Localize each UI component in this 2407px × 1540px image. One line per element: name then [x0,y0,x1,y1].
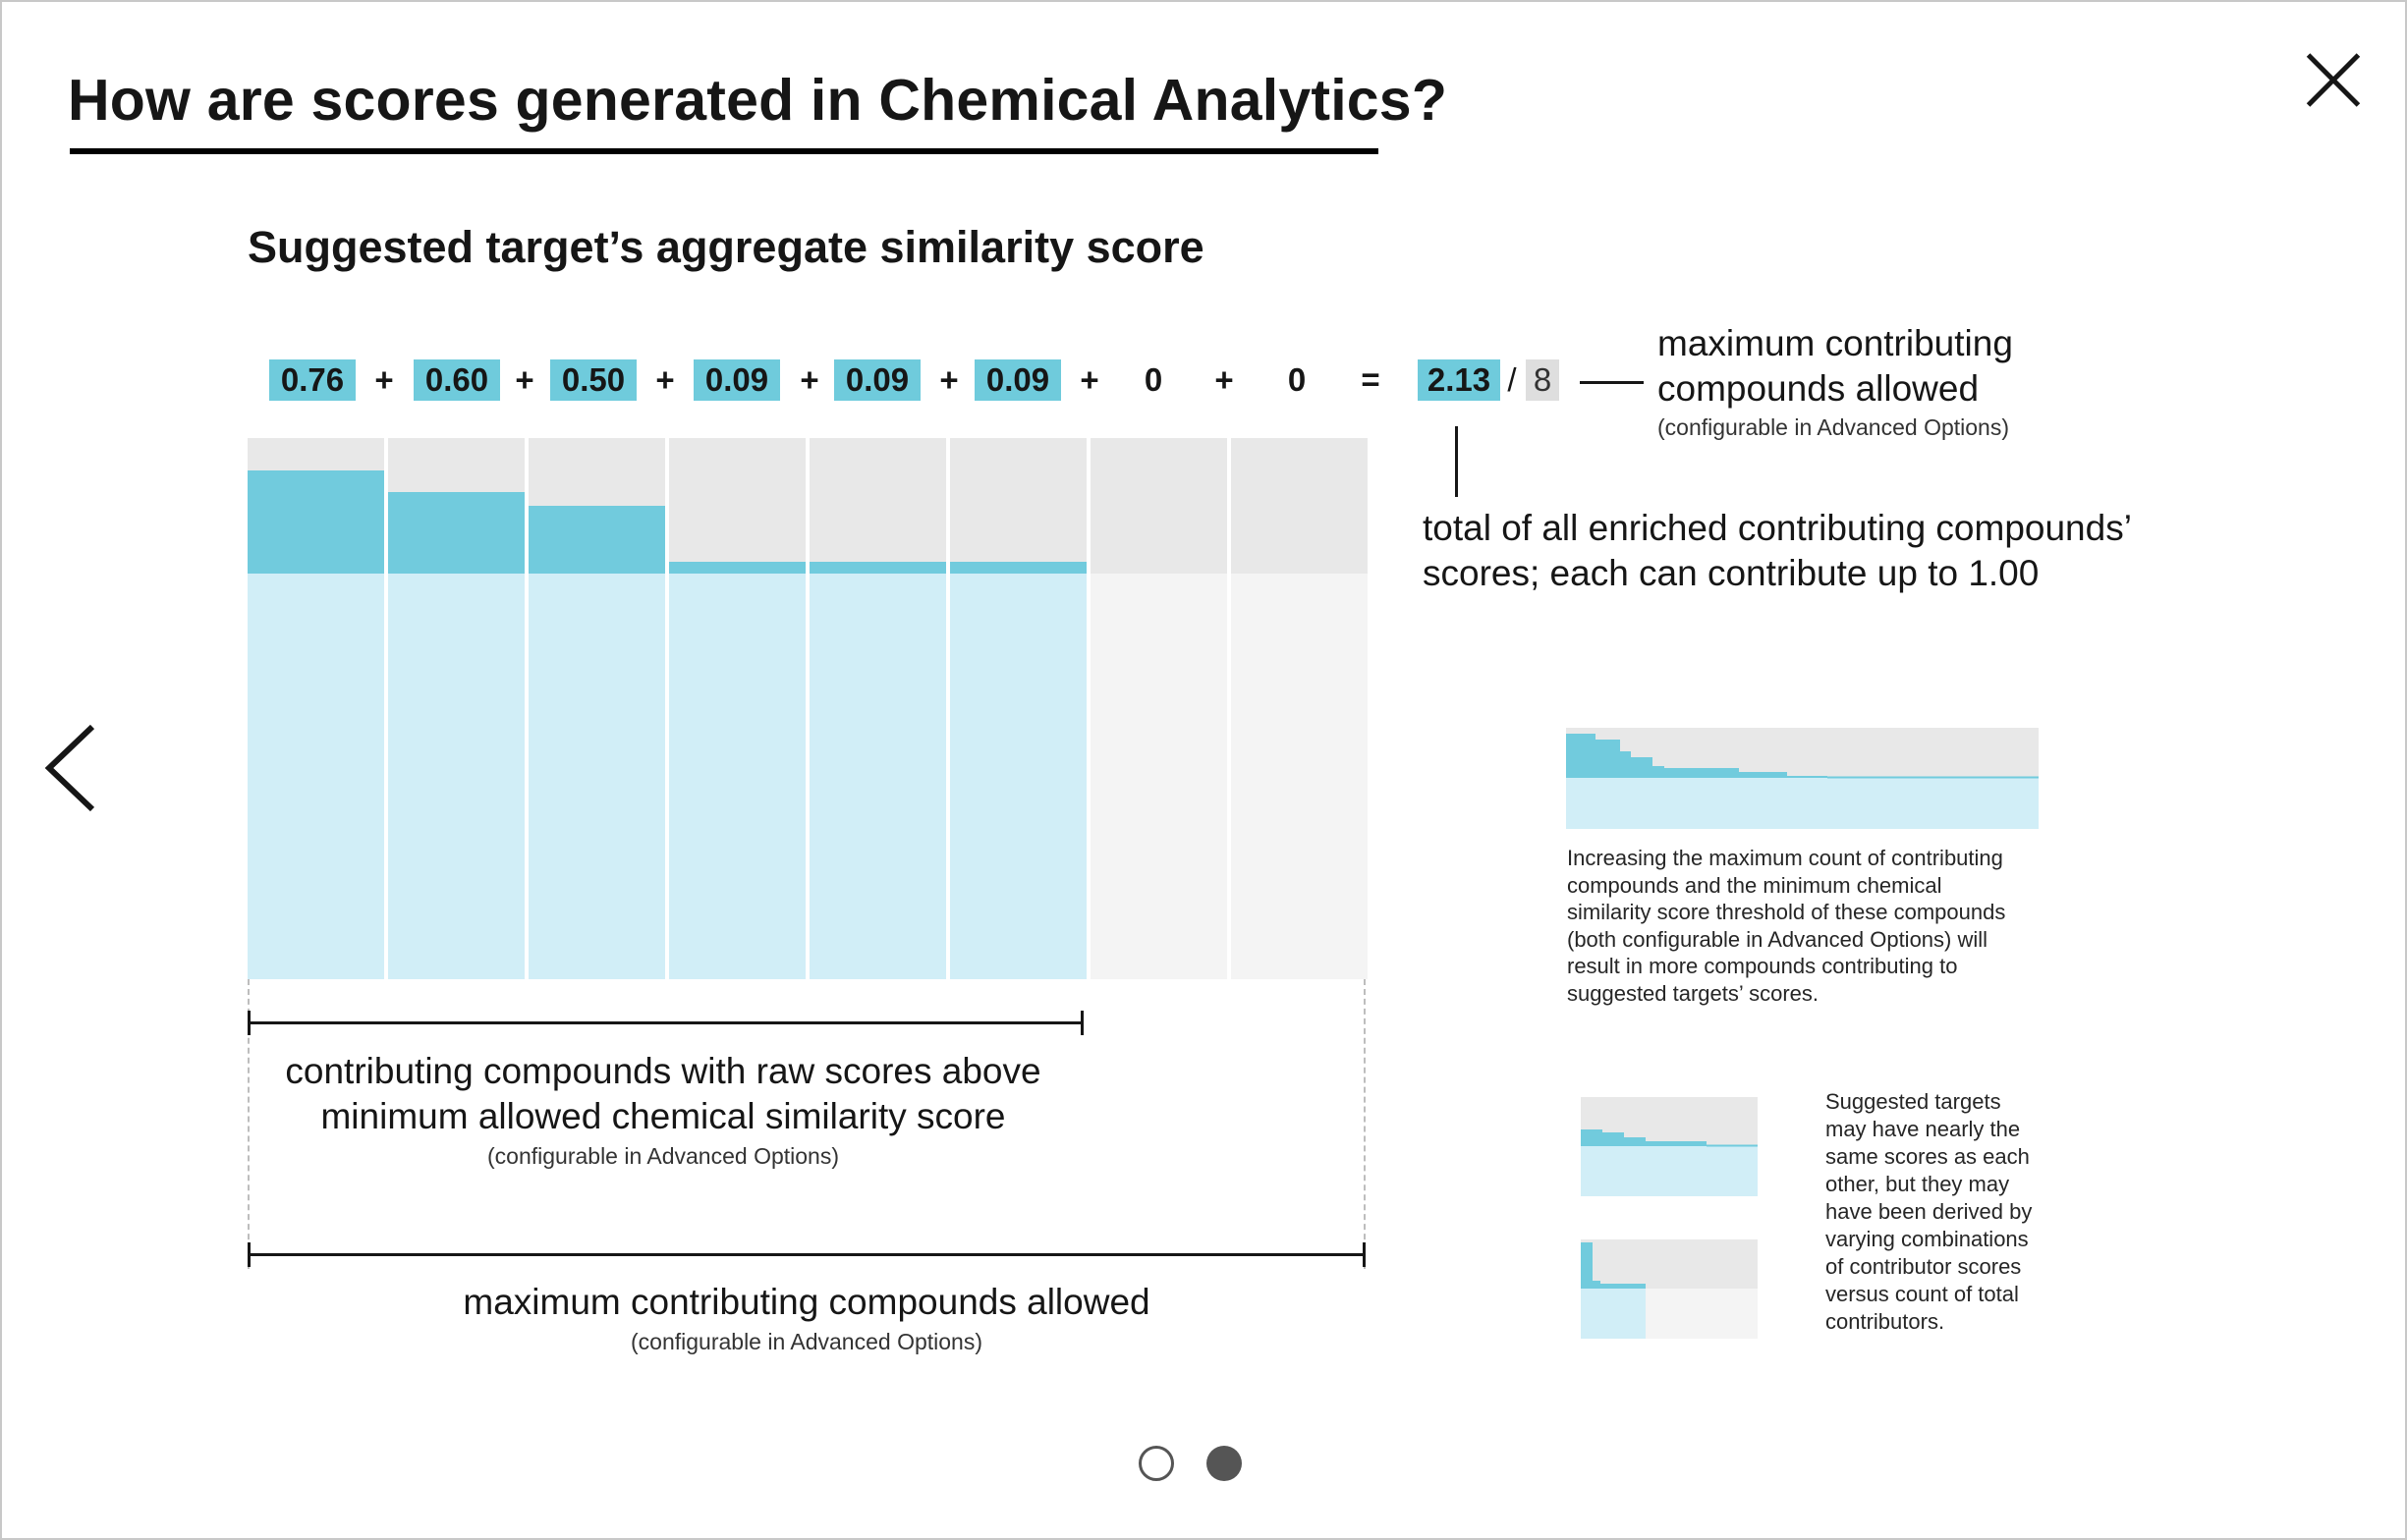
column-empty-bottom [1231,574,1368,979]
chart-column [669,438,806,979]
side-note-1-line: similarity score threshold of these comp… [1567,900,2006,924]
chart-bar [388,492,525,574]
score-term: 0.09 [975,359,1061,401]
side-note-2-line: other, but they may [1825,1172,2010,1196]
contrib-label-note: (configurable in Advanced Options) [487,1143,839,1169]
plus-sign: + [800,361,819,398]
chart-bar-base [810,574,946,979]
score-term: 0.09 [834,359,921,401]
chart-bar-base [388,574,525,979]
pagination-dot-2-active[interactable] [1206,1446,1242,1481]
distribution-illustration [1566,728,2039,829]
comparison-illustration-b [1581,1239,1758,1339]
bracket-tick [1081,1011,1084,1035]
contrib-label-line2: minimum allowed chemical similarity scor… [320,1096,1006,1136]
plus-sign: + [515,361,534,398]
chart-bar [669,562,806,574]
contributing-bracket [248,1021,1084,1024]
bracket-tick [248,1242,251,1267]
score-term: 0.60 [414,359,500,401]
score-term: 0 [1287,361,1307,398]
side-note-2-line: contributors. [1825,1309,1945,1334]
total-label-line2: scores; each can contribute up to 1.00 [1423,553,2040,593]
max-bracket [248,1253,1366,1256]
side-note-2-line: may have nearly the [1825,1117,2021,1141]
chart-column [950,438,1087,979]
side-note-2-line: same scores as each [1825,1144,2030,1169]
maxcontrib-label: maximum contributing compounds allowed [463,1282,1150,1322]
contrib-label-line1: contributing compounds with raw scores a… [285,1051,1041,1091]
chart-bar-base [950,574,1087,979]
chart-bar-base [248,574,384,979]
chart-column [388,438,525,979]
plus-sign: + [1214,361,1234,398]
bracket-tick [1363,1242,1366,1267]
bracket-tick [248,1011,251,1035]
total-score: 2.13 [1418,359,1500,401]
comparison-illustration-a [1581,1097,1758,1196]
chart-column [1091,438,1227,979]
plus-sign: + [1080,361,1099,398]
guide-line [1364,979,1366,1269]
side-note-1-line: Increasing the maximum count of contribu… [1567,846,2003,870]
maxcontrib-note: (configurable in Advanced Options) [631,1329,982,1354]
close-icon[interactable] [2304,51,2363,110]
side-note-1-line: compounds and the minimum chemical [1567,872,1942,898]
side-note-2-line: varying combinations [1825,1227,2029,1251]
chart-bar-base [669,574,806,979]
max-label-line1: maximum contributing [1657,323,2013,363]
score-term: 0.76 [269,359,356,401]
plus-sign: + [939,361,959,398]
side-note-2-line: Suggested targets [1825,1089,2001,1114]
chevron-left-icon[interactable] [41,719,110,817]
side-note-2-line: versus count of total [1825,1282,2019,1306]
chart-column [529,438,665,979]
dialog-title: How are scores generated in Chemical Ana… [68,68,1448,133]
plus-sign: + [655,361,675,398]
column-empty-top [810,438,946,574]
plus-sign: + [374,361,394,398]
side-note-1-line: (both configurable in Advanced Options) … [1567,926,1988,952]
chart-column [1231,438,1368,979]
connector-line [1455,426,1458,497]
score-term: 0 [1144,361,1163,398]
score-term: 0.09 [694,359,780,401]
slash-sign: / [1507,361,1517,398]
slide-heading: Suggested target’s aggregate similarity … [248,222,1204,272]
side-note-1-line: suggested targets’ scores. [1567,980,1819,1006]
chart-bar [529,506,665,574]
chart-column [810,438,946,979]
column-empty-bottom [1091,574,1227,979]
max-label-note: (configurable in Advanced Options) [1657,414,2009,440]
max-label-line2: compounds allowed [1657,368,1980,409]
equals-sign: = [1361,361,1380,398]
max-compounds: 8 [1526,359,1559,401]
chart-bar [810,562,946,574]
chart-bar [248,470,384,574]
column-empty-top [669,438,806,574]
chart-bar-base [529,574,665,979]
pagination-dot-1[interactable] [1139,1446,1174,1481]
column-empty-top [1231,438,1368,574]
total-label-line1: total of all enriched contributing compo… [1423,508,2132,548]
side-note-1-line: result in more compounds contributing to [1567,954,1958,978]
score-term: 0.50 [550,359,637,401]
side-note-2-line: of contributor scores [1825,1254,2022,1279]
column-empty-top [950,438,1087,574]
chart-column [248,438,384,979]
chart-bar [950,562,1087,574]
title-underline [70,148,1378,154]
side-note-2-line: have been derived by [1825,1199,2033,1224]
connector-line [1580,381,1644,384]
column-empty-top [1091,438,1227,574]
guide-line [248,979,250,1269]
